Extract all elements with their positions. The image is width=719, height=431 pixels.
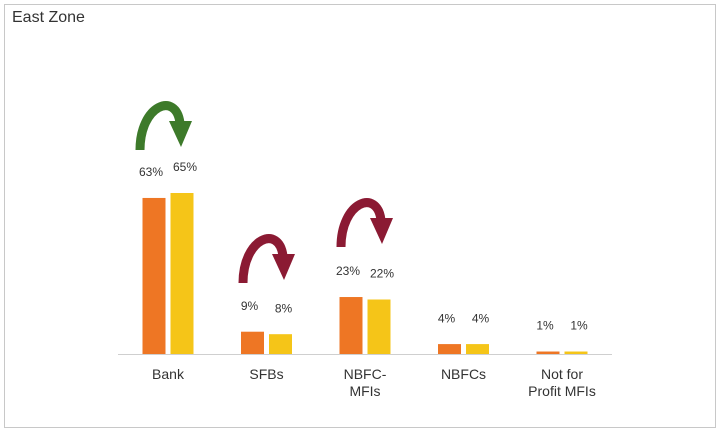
- bar: [466, 344, 489, 354]
- value-label: 9%: [241, 299, 259, 313]
- bar: [241, 331, 264, 354]
- bar: [339, 297, 363, 354]
- value-label: 4%: [438, 311, 456, 325]
- bar: [536, 351, 560, 354]
- x-tick-label: NBFCs: [440, 366, 487, 382]
- bar: [170, 193, 194, 354]
- value-label: 65%: [173, 160, 197, 174]
- value-label: 63%: [139, 165, 163, 179]
- x-tick-label-box: NBFC-MFIs: [343, 366, 387, 399]
- bar: [367, 299, 391, 354]
- x-tick-label-box: Bank: [152, 366, 184, 382]
- chart-title: East Zone: [12, 9, 85, 26]
- down-arrow: [336, 198, 393, 248]
- value-label: 1%: [536, 319, 554, 333]
- bar: [269, 334, 292, 354]
- up-arrow: [135, 101, 192, 151]
- x-tick-label-box: Not for Profit MFIs: [528, 366, 596, 399]
- value-label: 4%: [472, 311, 490, 325]
- x-tick-label-box: SFBs: [249, 366, 284, 382]
- bar: [142, 197, 166, 354]
- x-tick-label: NBFC-MFIs: [343, 366, 387, 399]
- down-arrow: [238, 234, 295, 284]
- bar: [438, 344, 461, 354]
- value-label: 23%: [336, 264, 360, 278]
- value-label: 22%: [370, 267, 394, 281]
- x-tick-label: Not for Profit MFIs: [528, 366, 596, 399]
- value-label: 8%: [275, 301, 293, 315]
- frame: [4, 4, 716, 428]
- x-tick-label-box: NBFCs: [440, 366, 487, 382]
- value-label: 1%: [570, 319, 588, 333]
- x-tick-label: Bank: [152, 366, 184, 382]
- x-tick-label: SFBs: [249, 366, 284, 382]
- bar: [564, 351, 588, 354]
